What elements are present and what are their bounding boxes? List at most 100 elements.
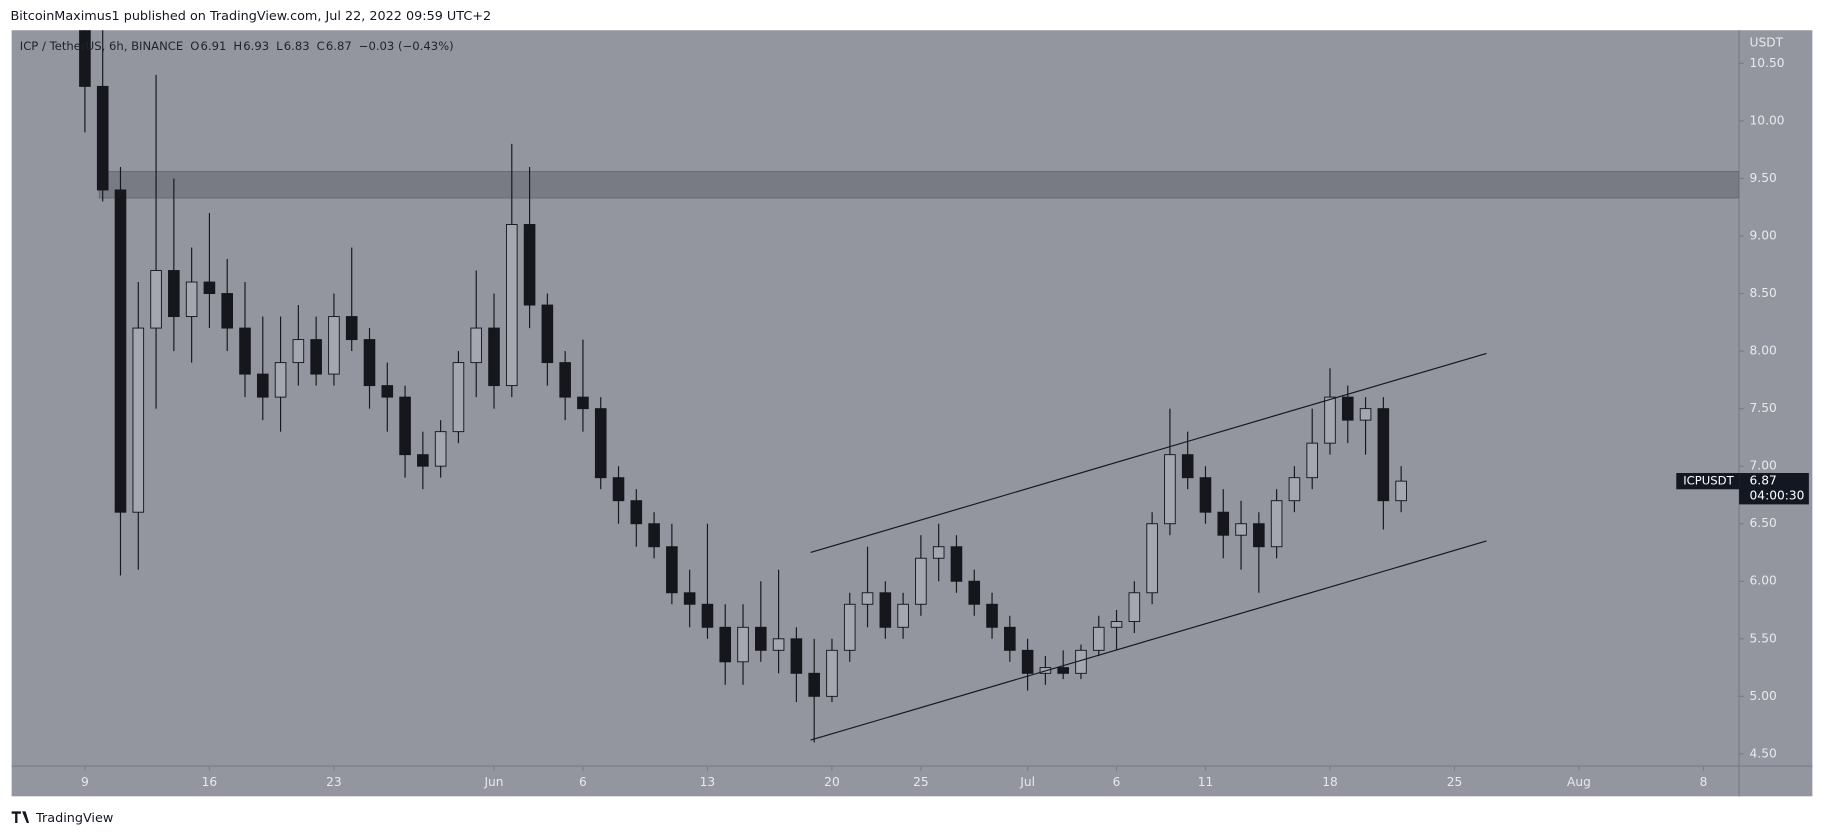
tradingview-logo (11, 811, 30, 824)
legend-open-value: 6.91 (201, 39, 227, 53)
candle-body (1341, 396, 1354, 421)
candle-body (1057, 667, 1069, 674)
y-tick-label: 8.50 (1750, 286, 1777, 300)
x-tick-label: 6 (1113, 775, 1121, 789)
price-axis (1739, 30, 1813, 767)
symbol-tag (1676, 472, 1740, 490)
candle-body (1270, 500, 1283, 548)
candle-body (790, 638, 803, 674)
candle-body (683, 592, 696, 605)
candle-body (630, 500, 643, 525)
candle-body (239, 327, 251, 375)
candle-body (452, 362, 465, 433)
candle-body (1217, 511, 1230, 536)
candle-body (755, 626, 767, 651)
candle-body (399, 396, 411, 456)
candle-body (203, 281, 216, 295)
legend-low-value: 6.83 (284, 39, 310, 53)
chart-pane (11, 30, 1740, 767)
channel-line (810, 352, 1487, 554)
candle-body (577, 396, 589, 410)
candle-body (1324, 396, 1336, 444)
candle-body (968, 580, 981, 605)
x-tick-label: 13 (700, 775, 716, 789)
x-tick-label: 16 (202, 775, 218, 789)
legend-low-label: L (276, 39, 283, 53)
candle-body (950, 546, 963, 582)
candle-body (381, 385, 394, 398)
candle-body (1021, 649, 1034, 674)
candle-body (612, 477, 625, 502)
candle-body (185, 281, 198, 318)
candle-body (1110, 621, 1123, 628)
legend-change: −0.03 (−0.43%) (359, 39, 454, 53)
candle-body (345, 316, 358, 341)
y-tick-label: 7.00 (1750, 459, 1777, 473)
candle-body (523, 224, 536, 306)
candle-body (310, 339, 322, 375)
candle-body (96, 85, 109, 191)
y-tick-label: 5.50 (1750, 631, 1777, 645)
channel-line (810, 540, 1487, 741)
x-tick-label: 8 (1700, 775, 1708, 789)
candle-body (1092, 626, 1105, 651)
x-tick-label: 9 (81, 775, 89, 789)
candle-body (772, 638, 785, 651)
candle-body (843, 603, 856, 651)
candle-body (648, 523, 660, 548)
candle-body (470, 327, 483, 364)
legend-title: ICP / TetherUS, 6h, BINANCE (20, 39, 183, 53)
footer-brand: TradingView (35, 811, 113, 826)
price-tag-value: 6.87 (1750, 474, 1777, 488)
axis-unit: USDT (1750, 36, 1784, 50)
y-tick-label: 9.50 (1750, 171, 1777, 185)
candle-body (932, 546, 945, 559)
candle-body (488, 327, 500, 387)
symbol-tag-label: ICPUSDT (1683, 474, 1734, 488)
candle-body (879, 592, 892, 628)
candle-body (808, 672, 820, 697)
candle-body (826, 649, 838, 697)
candle-body (1128, 592, 1141, 623)
candle-body (328, 316, 340, 375)
candle-body (292, 339, 305, 364)
x-tick-label: 23 (326, 775, 342, 789)
x-tick-label: Aug (1567, 775, 1591, 789)
candle-body (1181, 454, 1194, 479)
candle-body (1199, 477, 1212, 513)
candle-body (150, 270, 162, 329)
candle-body (719, 626, 732, 663)
logo-icon (11, 811, 30, 824)
candle-body (666, 546, 678, 594)
candle-body (168, 270, 180, 318)
candle-body (897, 603, 909, 628)
price-tag (1739, 472, 1809, 505)
axis-corner (1739, 766, 1813, 797)
y-tick-label: 10.50 (1750, 56, 1785, 70)
candle-body (701, 603, 714, 628)
legend-high-label: H (233, 39, 242, 53)
candle-body (274, 362, 287, 398)
candle-body (559, 362, 571, 398)
candle-body (114, 189, 127, 513)
candle-body (986, 603, 998, 628)
candle-body (594, 408, 607, 479)
x-tick-label: 11 (1198, 775, 1214, 789)
candle-body (915, 557, 927, 605)
candle-body (1164, 454, 1176, 525)
candle-body (1004, 626, 1016, 651)
x-tick-label: 25 (913, 775, 929, 789)
y-tick-label: 6.00 (1750, 574, 1777, 588)
candle-body (1377, 408, 1390, 502)
candle-body (434, 431, 447, 467)
candle-body (1288, 477, 1301, 502)
overlay: USDT 4.50 5.00 5.50 6.00 6.50 7.00 7.50 8.00 8.50… (20, 36, 1809, 789)
candle-body (256, 373, 269, 398)
price-tag-countdown: 04:00:30 (1750, 489, 1805, 503)
resistance-zone (98, 171, 1740, 199)
candle-body (417, 454, 429, 467)
x-tick-label: 18 (1322, 775, 1338, 789)
y-tick-label: 5.00 (1750, 689, 1777, 703)
